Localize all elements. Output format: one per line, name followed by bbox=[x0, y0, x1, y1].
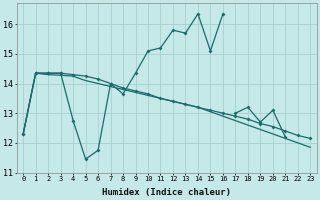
X-axis label: Humidex (Indice chaleur): Humidex (Indice chaleur) bbox=[102, 188, 231, 197]
